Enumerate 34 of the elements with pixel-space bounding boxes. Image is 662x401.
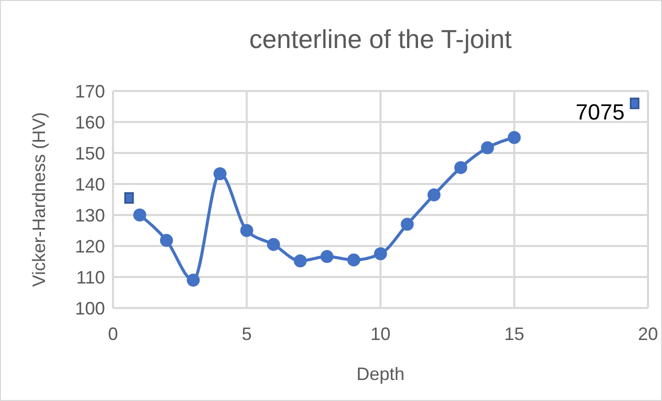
x-tick-label: 15 — [504, 324, 524, 344]
point — [481, 141, 494, 154]
annotation: 7075 — [576, 99, 625, 124]
y-tick-label: 120 — [74, 236, 105, 256]
point — [374, 247, 387, 260]
y-tick-label: 150 — [74, 143, 105, 164]
point — [294, 254, 307, 268]
y-tick-label: 140 — [74, 174, 105, 194]
point — [428, 188, 440, 202]
point — [454, 161, 468, 174]
x-tick-label: 5 — [242, 324, 252, 344]
y-tick-label: 170 — [74, 81, 105, 102]
x-tick-label: 10 — [370, 324, 391, 344]
point — [124, 192, 134, 204]
y-axis-title: Vicker-Hardness (HV) — [29, 112, 49, 287]
y-tick-label: 160 — [74, 112, 105, 132]
point — [267, 238, 280, 251]
x-tick-label: 20 — [638, 324, 658, 344]
point — [186, 274, 200, 287]
x-axis-title: Depth — [356, 364, 405, 384]
y-tick-label: 100 — [74, 298, 105, 318]
point — [400, 218, 414, 231]
point — [133, 208, 146, 222]
x-tick-label: 0 — [108, 324, 118, 344]
y-tick-label: 130 — [74, 205, 105, 226]
point — [630, 98, 640, 110]
y-tick-label: 110 — [76, 267, 105, 288]
point — [320, 250, 334, 264]
chart-title: centerline of the T-joint — [249, 24, 513, 54]
point — [160, 234, 173, 247]
point — [508, 131, 521, 144]
point — [214, 167, 226, 180]
point — [347, 253, 360, 266]
point — [240, 224, 254, 237]
